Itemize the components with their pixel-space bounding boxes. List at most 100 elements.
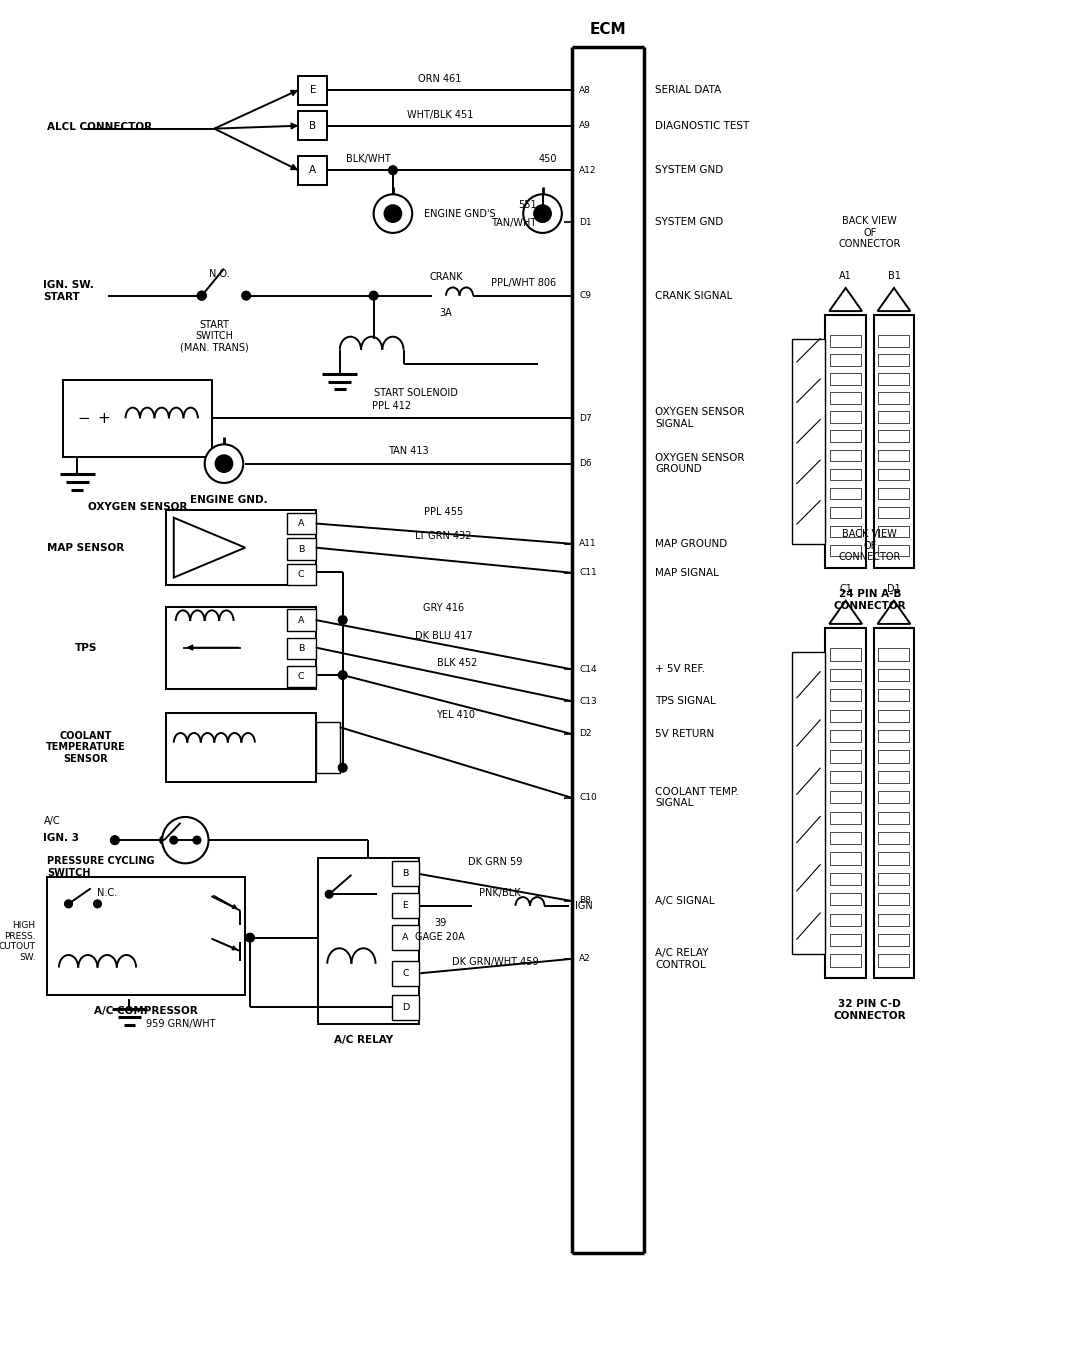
Bar [878, 450, 909, 461]
Text: OXYGEN SENSOR
SIGNAL: OXYGEN SENSOR SIGNAL [655, 407, 745, 429]
Text: A: A [309, 165, 316, 175]
Bar [830, 507, 861, 518]
Text: D: D [402, 1002, 410, 1012]
Text: BACK VIEW
OF
CONNECTOR: BACK VIEW OF CONNECTOR [838, 529, 900, 562]
Bar [878, 354, 909, 366]
Text: BLK 452: BLK 452 [437, 658, 477, 668]
Bar [878, 954, 909, 967]
Bar [830, 710, 861, 723]
Text: LT GRN 432: LT GRN 432 [415, 531, 472, 542]
Text: IGN. 3: IGN. 3 [44, 834, 79, 843]
Bar [47, 877, 245, 994]
Bar [830, 832, 861, 845]
Text: ALCL CONNECTOR: ALCL CONNECTOR [47, 122, 152, 132]
Bar [825, 628, 866, 978]
Bar [878, 913, 909, 925]
Bar [830, 750, 861, 762]
Text: CRANK: CRANK [429, 273, 463, 282]
Circle shape [162, 817, 209, 864]
Text: GRY 416: GRY 416 [423, 603, 464, 613]
Text: ENGINE GND'S: ENGINE GND'S [423, 208, 495, 218]
Bar [830, 934, 861, 946]
Bar [830, 430, 861, 441]
Bar [878, 507, 909, 518]
Text: ORN 461: ORN 461 [418, 74, 461, 84]
Text: A: A [298, 520, 304, 528]
Circle shape [523, 195, 562, 233]
Circle shape [339, 670, 347, 680]
Circle shape [369, 291, 378, 300]
Text: B8: B8 [579, 897, 591, 905]
Bar [286, 610, 315, 631]
Text: 5V RETURN: 5V RETURN [655, 729, 715, 739]
Text: TPS SIGNAL: TPS SIGNAL [655, 696, 716, 706]
Bar [830, 729, 861, 742]
Circle shape [215, 455, 233, 473]
Text: C13: C13 [579, 696, 597, 706]
Text: TPS: TPS [75, 643, 98, 653]
Text: A/C SIGNAL: A/C SIGNAL [655, 897, 715, 906]
Text: D1: D1 [579, 218, 592, 226]
Bar [878, 411, 909, 422]
Bar [830, 411, 861, 422]
Circle shape [169, 836, 178, 845]
Bar [830, 954, 861, 967]
Text: START
SWITCH
(MAN. TRANS): START SWITCH (MAN. TRANS) [180, 319, 249, 352]
Bar [286, 563, 315, 585]
Text: DIAGNOSTIC TEST: DIAGNOSTIC TEST [655, 121, 749, 130]
Bar [830, 853, 861, 865]
Text: OXYGEN SENSOR
GROUND: OXYGEN SENSOR GROUND [655, 452, 745, 474]
Bar [878, 469, 909, 480]
Bar [878, 729, 909, 742]
Bar [878, 771, 909, 783]
Bar [874, 628, 914, 978]
Bar [878, 934, 909, 946]
Circle shape [245, 934, 254, 942]
Text: MAP GROUND: MAP GROUND [655, 539, 728, 548]
Text: PRESSURE CYCLING
SWITCH: PRESSURE CYCLING SWITCH [47, 857, 154, 877]
Text: SYSTEM GND: SYSTEM GND [655, 217, 724, 228]
Circle shape [374, 195, 413, 233]
Text: C1: C1 [839, 584, 852, 594]
Circle shape [193, 836, 200, 845]
Text: A: A [298, 616, 304, 625]
Text: START SOLENOID: START SOLENOID [374, 388, 458, 398]
Text: 32 PIN C-D
CONNECTOR: 32 PIN C-D CONNECTOR [834, 999, 906, 1021]
Text: YEL 410: YEL 410 [436, 710, 475, 720]
Circle shape [197, 291, 206, 300]
Text: C11: C11 [579, 568, 597, 577]
Text: HIGH
PRESS.
CUTOUT
SW.: HIGH PRESS. CUTOUT SW. [0, 921, 35, 961]
Bar [392, 861, 419, 887]
Text: C: C [298, 570, 304, 579]
Text: 551: 551 [518, 200, 537, 210]
Bar [878, 669, 909, 681]
Text: E: E [402, 901, 408, 910]
Bar [830, 771, 861, 783]
Circle shape [325, 890, 333, 898]
Bar [830, 354, 861, 366]
Bar [298, 75, 327, 104]
Circle shape [388, 166, 398, 174]
Text: PPL 455: PPL 455 [423, 507, 463, 517]
Bar [830, 392, 861, 404]
Text: N.C.: N.C. [98, 888, 117, 898]
Bar [166, 713, 315, 783]
Text: A2: A2 [579, 954, 591, 964]
Text: CRANK SIGNAL: CRANK SIGNAL [655, 291, 733, 300]
Text: SYSTEM GND: SYSTEM GND [655, 165, 724, 175]
Text: A12: A12 [579, 166, 597, 174]
Text: IGN: IGN [576, 901, 593, 910]
Bar [830, 893, 861, 905]
Bar [286, 666, 315, 687]
Circle shape [197, 291, 206, 300]
Text: C: C [402, 969, 408, 978]
Bar [878, 526, 909, 537]
Text: PNK/BLK: PNK/BLK [479, 888, 520, 898]
Circle shape [242, 291, 251, 300]
Bar [791, 339, 825, 544]
Bar [830, 335, 861, 347]
Bar [286, 513, 315, 535]
Bar [830, 690, 861, 702]
Text: COOLANT TEMP.
SIGNAL: COOLANT TEMP. SIGNAL [655, 787, 740, 809]
Bar [392, 894, 419, 919]
